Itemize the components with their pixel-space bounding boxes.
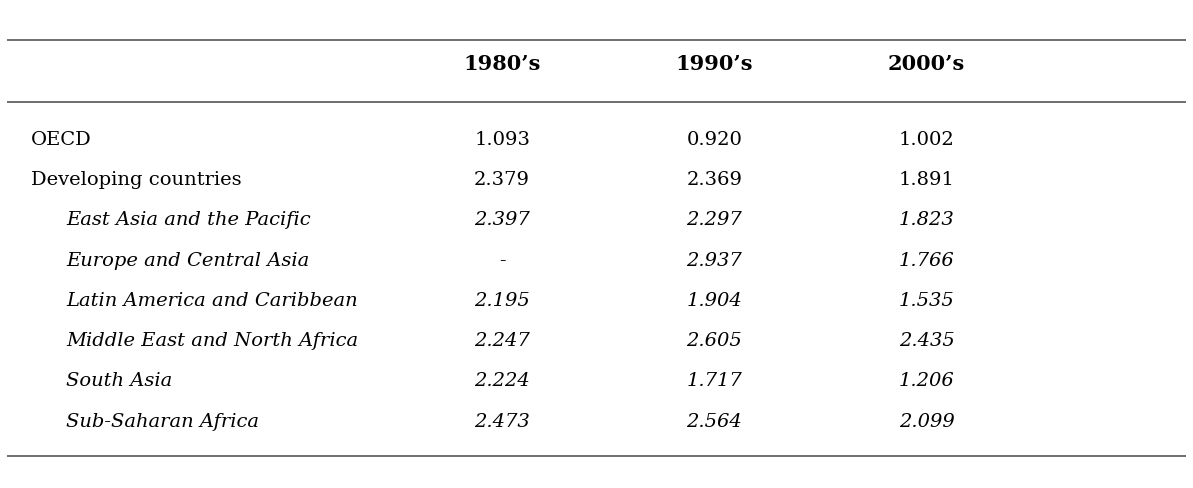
Text: Developing countries: Developing countries — [31, 171, 241, 189]
Text: 0.920: 0.920 — [686, 131, 742, 149]
Text: 1.823: 1.823 — [898, 211, 954, 229]
Text: 2.195: 2.195 — [475, 292, 530, 310]
Text: 2.369: 2.369 — [686, 171, 742, 189]
Text: South Asia: South Asia — [66, 372, 172, 390]
Text: 2.099: 2.099 — [898, 413, 954, 431]
Text: 1.904: 1.904 — [686, 292, 742, 310]
Text: 1.002: 1.002 — [898, 131, 954, 149]
Text: 2.473: 2.473 — [475, 413, 530, 431]
Text: 1.093: 1.093 — [474, 131, 530, 149]
Text: 2.224: 2.224 — [475, 372, 530, 390]
Text: 2.379: 2.379 — [474, 171, 530, 189]
Text: -: - — [499, 252, 506, 269]
Text: 2000’s: 2000’s — [888, 54, 965, 74]
Text: Sub-Saharan Africa: Sub-Saharan Africa — [66, 413, 259, 431]
Text: 2.297: 2.297 — [686, 211, 742, 229]
Text: Latin America and Caribbean: Latin America and Caribbean — [66, 292, 358, 310]
Text: Middle East and North Africa: Middle East and North Africa — [66, 332, 358, 350]
Text: OECD: OECD — [31, 131, 92, 149]
Text: 1.535: 1.535 — [898, 292, 954, 310]
Text: 1.717: 1.717 — [686, 372, 742, 390]
Text: 1980’s: 1980’s — [464, 54, 540, 74]
Text: 2.247: 2.247 — [475, 332, 530, 350]
Text: 1990’s: 1990’s — [675, 54, 753, 74]
Text: 2.937: 2.937 — [686, 252, 742, 269]
Text: 2.605: 2.605 — [686, 332, 742, 350]
Text: 1.891: 1.891 — [898, 171, 954, 189]
Text: 2.564: 2.564 — [686, 413, 742, 431]
Text: 2.397: 2.397 — [475, 211, 530, 229]
Text: East Asia and the Pacific: East Asia and the Pacific — [66, 211, 310, 229]
Text: 2.435: 2.435 — [898, 332, 954, 350]
Text: 1.206: 1.206 — [898, 372, 954, 390]
Text: Europe and Central Asia: Europe and Central Asia — [66, 252, 309, 269]
Text: 1.766: 1.766 — [898, 252, 954, 269]
